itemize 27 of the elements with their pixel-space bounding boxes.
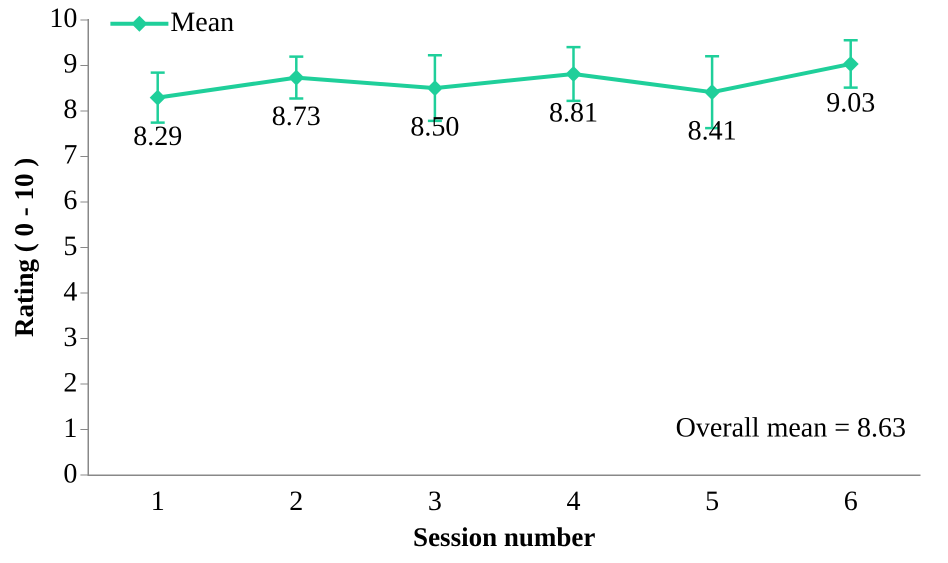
y-tick-label: 9 xyxy=(63,48,78,80)
x-tick-label: 5 xyxy=(705,486,720,518)
y-tick-label: 7 xyxy=(63,140,78,171)
y-axis-title: Rating ( 0 - 10 ) xyxy=(9,158,40,338)
data-label: 9.03 xyxy=(826,87,876,118)
y-tick-label: 10 xyxy=(49,3,78,34)
y-tick-label: 3 xyxy=(63,322,78,353)
y-tick-label: 1 xyxy=(63,412,78,444)
x-tick-label: 1 xyxy=(150,486,165,518)
y-tick-label: 8 xyxy=(63,94,78,126)
data-label: 8.29 xyxy=(133,121,182,152)
data-label: 8.50 xyxy=(410,111,460,142)
y-tick-label: 5 xyxy=(63,230,78,262)
x-tick-label: 6 xyxy=(844,486,858,518)
annotation: Overall mean = 8.63 xyxy=(676,412,906,444)
legend-label: Mean xyxy=(170,7,234,38)
x-axis-title: Session number xyxy=(413,522,596,552)
data-label: 8.41 xyxy=(688,116,737,147)
data-label: 8.73 xyxy=(272,100,321,132)
y-tick-label: 0 xyxy=(63,458,78,490)
y-tick-label: 2 xyxy=(63,367,78,398)
y-tick-label: 4 xyxy=(63,276,78,308)
x-tick-label: 3 xyxy=(428,486,442,518)
data-label: 8.81 xyxy=(549,97,598,128)
x-tick-label: 2 xyxy=(289,486,304,518)
x-tick-label: 4 xyxy=(566,486,580,518)
y-tick-label: 6 xyxy=(63,185,78,216)
